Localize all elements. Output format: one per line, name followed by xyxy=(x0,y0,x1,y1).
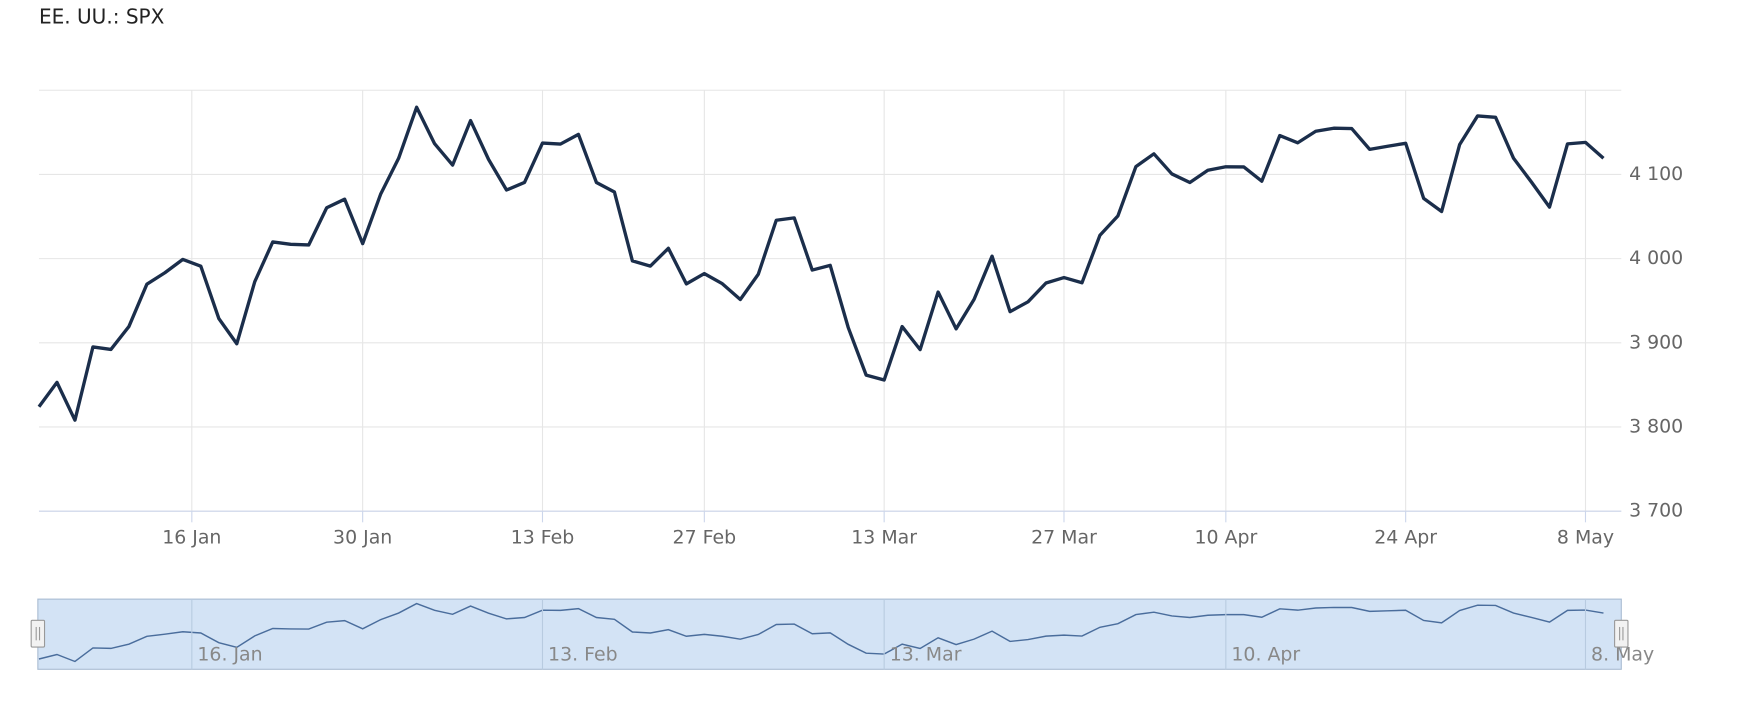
x-tick-label: 30 Jan xyxy=(333,526,392,548)
x-tick-label: 27 Mar xyxy=(1031,526,1097,548)
navigator-tick-label: 10. Apr xyxy=(1231,643,1300,665)
y-tick-label: 4 100 xyxy=(1629,163,1683,185)
navigator-handle[interactable] xyxy=(1614,619,1629,648)
y-tick-label: 3 800 xyxy=(1629,415,1683,437)
y-tick-label: 4 000 xyxy=(1629,247,1683,269)
x-tick-label: 13 Feb xyxy=(511,526,575,548)
chart-title: EE. UU.: SPX xyxy=(39,4,165,28)
y-tick-label: 3 700 xyxy=(1629,500,1683,522)
navigator-tick-label: 16. Jan xyxy=(197,643,262,665)
navigator-tick-label: 13. Feb xyxy=(548,643,618,665)
y-tick-label: 3 900 xyxy=(1629,331,1683,353)
x-tick-label: 13 Mar xyxy=(851,526,917,548)
navigator xyxy=(37,598,1622,670)
x-tick-label: 10 Apr xyxy=(1194,526,1257,548)
navigator-line xyxy=(38,602,1604,663)
price-line xyxy=(37,105,1605,422)
x-tick-label: 8 May xyxy=(1557,526,1614,548)
navigator-tick-label: 8. May xyxy=(1591,643,1654,665)
navigator-handle[interactable] xyxy=(30,619,46,648)
x-tick-label: 16 Jan xyxy=(162,526,221,548)
x-tick-label: 24 Apr xyxy=(1374,526,1437,548)
x-tick-label: 27 Feb xyxy=(673,526,737,548)
navigator-tick-label: 13. Mar xyxy=(890,643,962,665)
